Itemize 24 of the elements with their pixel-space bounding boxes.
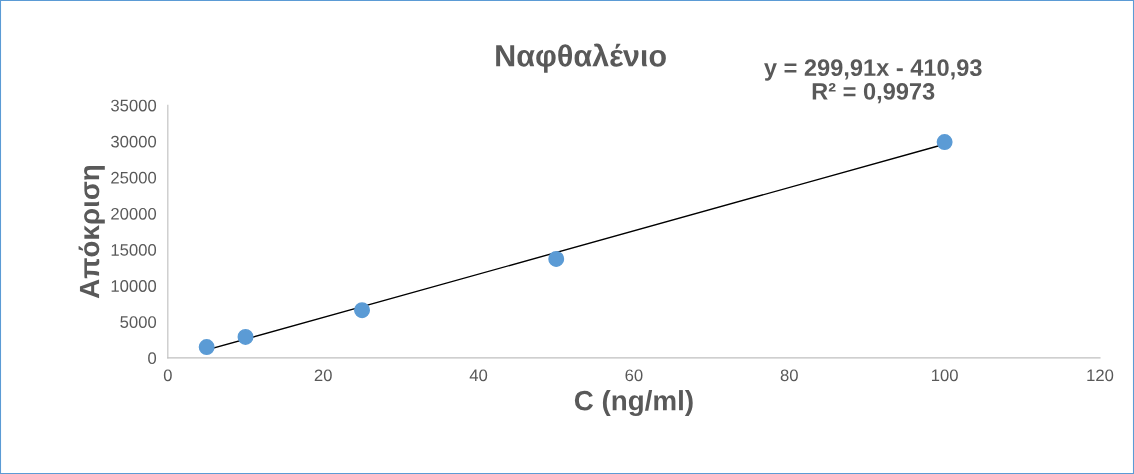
text: y = 299,91x - 410,93 R² = 0,9973 [764,59,982,104]
y-tick-label: 35000 [111,99,157,112]
y-tick-label: 0 [148,352,157,365]
x-tick-label: 0 [163,369,172,382]
x-tick-label: 60 [625,369,643,382]
y-axis-title: Απόκριση [78,165,105,299]
chart-title: Ναφθαλένιο [496,43,666,73]
point [237,328,254,345]
point [354,302,371,319]
x-tick-label: 80 [780,369,798,382]
point [198,339,215,356]
x-tick-label: 120 [1087,369,1114,382]
y-tick-label: 5000 [120,316,157,328]
x-tick-label: 40 [469,369,488,382]
y-tick-label: 25000 [111,171,157,184]
x-tick-label: 100 [931,369,958,382]
point [936,134,953,151]
point [548,251,565,267]
y-tick-label: 10000 [111,280,157,292]
y-tick-label: 20000 [111,207,157,220]
x-axis-title: C (ng/ml) [574,390,693,417]
y-tick-label: 15000 [111,244,157,256]
x-tick-label: 20 [314,369,332,382]
y-tick-label: 30000 [111,135,157,148]
